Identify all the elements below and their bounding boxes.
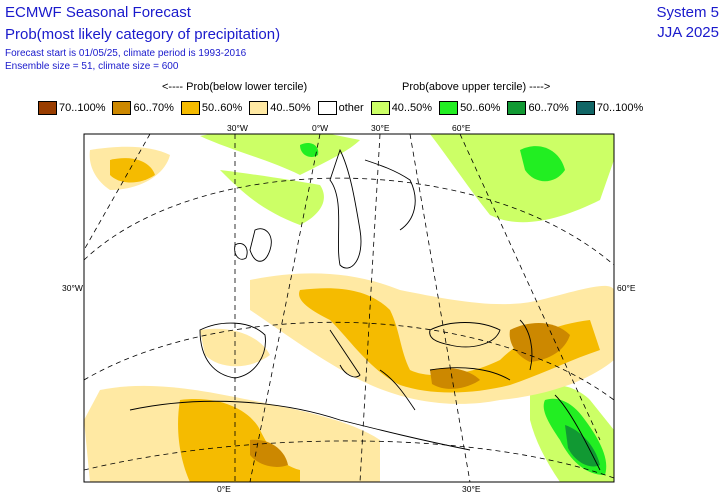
below-tercile-regions: [84, 146, 614, 482]
legend-label: 60..70%: [133, 102, 174, 114]
region-above-50-60-russia: [520, 146, 565, 182]
above-tercile-regions: [200, 134, 614, 482]
coastline-north-africa: [129, 400, 471, 451]
lon-label-top: 30°W: [227, 123, 248, 133]
forecast-info: Forecast start is 01/05/25, climate peri…: [5, 48, 247, 59]
coastlines: [129, 148, 601, 471]
above-tercile-heading: Prob(above upper tercile) ---->: [402, 81, 551, 93]
lon-label-bottom: 0°E: [217, 484, 231, 494]
coastline-scandinavia: [329, 148, 362, 269]
legend-item: 40..50%: [370, 101, 433, 115]
ensemble-info: Ensemble size = 51, climate size = 600: [5, 61, 179, 72]
legend-swatch: [38, 101, 57, 115]
lon-label-top: 30°E: [371, 123, 390, 133]
lon-label-top: 0°W: [312, 123, 329, 133]
legend-label: 50..60%: [460, 102, 501, 114]
legend: 70..100% 60..70% 50..60% 40..50% other 4…: [38, 101, 650, 115]
legend-label: 70..100%: [596, 102, 644, 114]
legend-swatch: [112, 101, 132, 115]
legend-item: other: [317, 101, 364, 115]
legend-item: 70..100%: [38, 101, 105, 115]
lon-label-left: 30°W: [62, 283, 83, 293]
region-below-40-50-iberia: [200, 328, 270, 367]
system-label: System 5: [656, 4, 719, 21]
page-title: ECMWF Seasonal Forecast: [5, 4, 191, 21]
legend-item: 50..60%: [180, 101, 243, 115]
map-frame: [83, 133, 615, 483]
legend-label: 60..70%: [528, 102, 569, 114]
region-above-60-70-arabia: [565, 425, 600, 467]
legend-label: 40..50%: [270, 102, 311, 114]
lon-label-right: 60°E: [617, 283, 636, 293]
coastline-britain: [249, 228, 272, 262]
coastline-italy: [329, 329, 361, 378]
legend-swatch: [370, 101, 390, 115]
graticule-meridian-30e: [409, 134, 471, 482]
coastline-turkey: [429, 367, 511, 381]
region-above-40-50-atlantic-2: [220, 170, 324, 225]
coastline-black-sea: [429, 322, 501, 348]
region-above-50-60-sea: [300, 143, 319, 157]
lon-label-bottom: 30°E: [462, 484, 481, 494]
region-below-50-60-greenland: [110, 158, 155, 183]
graticule-meridian-60e: [459, 134, 601, 441]
coastline-red-sea: [554, 394, 601, 471]
legend-label: 50..60%: [201, 102, 243, 114]
region-above-40-50-north-atlantic: [200, 134, 360, 175]
coastline-caspian: [519, 319, 533, 371]
below-tercile-heading: <---- Prob(below lower tercile): [162, 81, 308, 93]
page-subtitle: Prob(most likely category of precipitati…: [5, 26, 281, 43]
graticule-parallel-30n: [84, 440, 614, 479]
legend-swatch: [249, 101, 269, 115]
legend-label: 70..100%: [59, 102, 106, 114]
season-label: JJA 2025: [657, 24, 719, 41]
graticule-meridian-15e: [359, 134, 381, 482]
graticule-meridian-45w: [84, 134, 151, 251]
legend-label: other: [338, 102, 364, 114]
legend-item: 60..70%: [507, 101, 569, 115]
region-below-60-70-turkey: [430, 368, 480, 389]
region-above-40-50-russia: [430, 134, 614, 223]
region-below-60-70-north-africa: [250, 439, 288, 467]
legend-item: 60..70%: [112, 101, 174, 115]
lon-label-top: 60°E: [452, 123, 471, 133]
legend-item: 40..50%: [249, 101, 311, 115]
legend-swatch: [507, 101, 527, 115]
legend-swatch: [439, 101, 459, 115]
legend-item: 70..100%: [575, 101, 644, 115]
graticule-parallel-45n: [84, 321, 614, 401]
legend-label: 40..50%: [391, 102, 433, 114]
coastline-ireland: [234, 243, 248, 260]
legend-swatch: [317, 101, 337, 115]
region-below-60-70-caspian: [509, 323, 570, 362]
coastline-iberia: [199, 322, 266, 379]
legend-swatch: [575, 101, 595, 115]
graticule: [84, 134, 614, 482]
coastline-greece: [379, 369, 416, 411]
legend-item: 50..60%: [439, 101, 500, 115]
region-below-50-60-europe: [299, 288, 600, 393]
coastline-finland: [364, 159, 416, 231]
legend-swatch: [180, 101, 200, 115]
